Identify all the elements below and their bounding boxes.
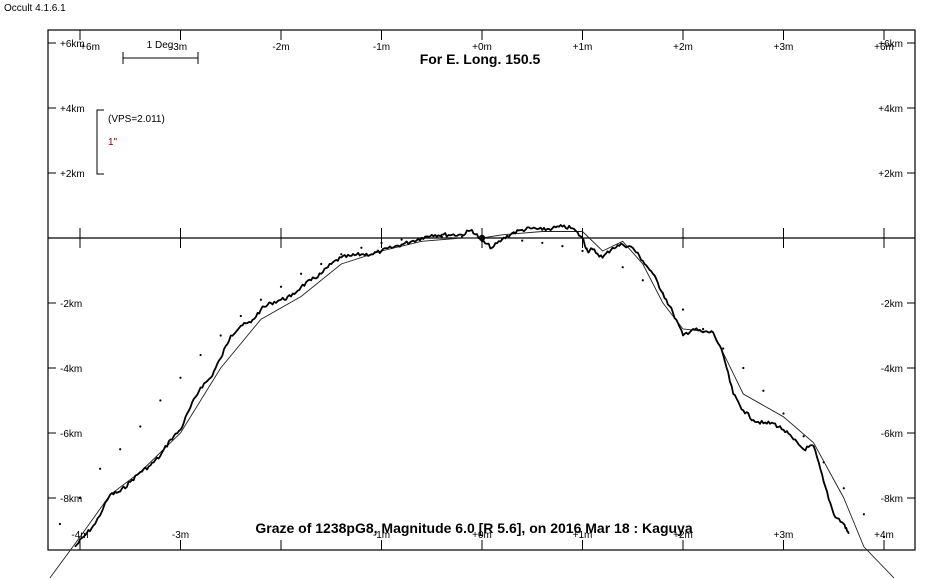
chart-subtitle: Graze of 1238pG8, Magnitude 6.0 [R 5.6],… — [255, 520, 692, 536]
bottom-tick-label: -1m — [373, 530, 390, 541]
mean-limb-dot — [882, 535, 886, 539]
mean-limb-dot — [340, 253, 343, 256]
mean-limb-dot — [681, 308, 685, 311]
lunar-limb-profile — [74, 224, 850, 548]
mean-limb-dot — [58, 522, 62, 526]
y-tick-label-right: -4km — [881, 364, 903, 375]
mean-limb-dot — [782, 412, 785, 415]
mean-limb-dot — [219, 334, 222, 337]
mean-limb-dot — [400, 238, 403, 241]
arcsec-label: 1" — [108, 137, 118, 148]
mean-limb-dot — [360, 246, 363, 249]
mean-limb-dot — [320, 262, 323, 266]
mean-limb-dot — [762, 389, 765, 392]
vps-bracket — [96, 109, 104, 175]
scale-bar-label: 1 Deg — [147, 40, 174, 51]
mean-limb-dot — [802, 435, 805, 438]
chart-title: For E. Long. 150.5 — [420, 51, 541, 67]
y-tick-label-right: +2km — [878, 169, 903, 180]
mean-limb-dot — [99, 467, 102, 470]
y-tick-label-right: -2km — [881, 299, 903, 310]
y-tick-label-left: -6km — [60, 429, 82, 440]
bottom-tick-label: +1m — [573, 530, 593, 541]
y-tick-label-left: +6km — [60, 39, 85, 50]
top-tick-label: +2m — [673, 42, 693, 53]
bottom-tick-label: +3m — [774, 530, 794, 541]
mean-limb-dot — [259, 298, 262, 301]
mean-limb-dot — [139, 425, 142, 428]
mean-limb-dot — [279, 285, 283, 288]
top-tick-label: +3m — [774, 42, 794, 53]
top-tick-label: +6m — [874, 42, 894, 53]
y-tick-label-right: -6km — [881, 429, 903, 440]
mean-limb-dot — [581, 249, 584, 253]
mean-limb-dot — [159, 399, 162, 402]
bottom-tick-label: -4m — [71, 530, 88, 541]
mean-limb-dot — [742, 366, 745, 370]
top-tick-label: -2m — [272, 42, 289, 53]
mean-limb-dot — [541, 241, 544, 244]
mean-limb-dot — [78, 496, 82, 500]
top-tick-label: +0m — [472, 42, 492, 53]
mean-limb-dot — [199, 353, 202, 357]
mean-limb-dot — [300, 272, 303, 275]
mean-limb-dot — [119, 448, 122, 451]
mean-limb-dot — [179, 376, 182, 379]
mean-limb-dot — [440, 235, 443, 239]
vps-label: (VPS=2.011) — [108, 114, 165, 125]
mean-limb-dot — [239, 314, 242, 318]
bottom-tick-label: +0m — [472, 530, 492, 541]
y-tick-label-left: -2km — [60, 299, 82, 310]
mean-limb-dot — [702, 327, 705, 331]
mean-limb-dot — [380, 241, 383, 244]
bottom-tick-label: +4m — [874, 530, 894, 541]
mean-limb-dot — [621, 266, 624, 269]
mean-limb-dot — [862, 513, 866, 516]
observer-point — [478, 234, 486, 242]
y-tick-label-left: +4km — [60, 104, 85, 115]
mean-limb-dot — [842, 487, 845, 490]
y-tick-label-left: +2km — [60, 169, 85, 180]
mean-limb-dot — [561, 245, 564, 248]
mean-limb-dot — [521, 239, 524, 242]
y-tick-label-right: +4km — [878, 104, 903, 115]
y-tick-label-right: -8km — [881, 494, 903, 505]
smoothed-limb-line — [49, 231, 895, 579]
y-tick-label-left: -4km — [60, 364, 82, 375]
app-title: Occult 4.1.6.1 — [4, 3, 66, 14]
mean-limb-dot — [722, 347, 725, 350]
bottom-tick-label: -3m — [172, 530, 189, 541]
bottom-tick-label: +2m — [673, 530, 693, 541]
top-tick-label: +6m — [80, 42, 100, 53]
top-tick-label: -1m — [373, 42, 390, 53]
y-tick-label-right: +6km — [878, 39, 903, 50]
plot-frame — [47, 29, 916, 551]
mean-limb-dot — [641, 279, 644, 282]
top-tick-label: -3m — [170, 42, 187, 53]
y-tick-label-left: -8km — [60, 494, 82, 505]
top-tick-label: +1m — [573, 42, 593, 53]
